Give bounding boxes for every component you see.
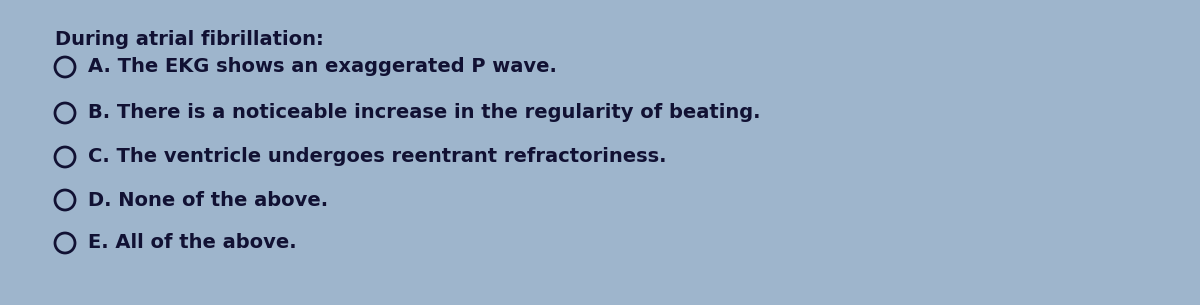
- Text: D. None of the above.: D. None of the above.: [88, 191, 328, 210]
- Text: C. The ventricle undergoes reentrant refractoriness.: C. The ventricle undergoes reentrant ref…: [88, 148, 666, 167]
- Text: During atrial fibrillation:: During atrial fibrillation:: [55, 30, 324, 49]
- Text: E. All of the above.: E. All of the above.: [88, 234, 296, 253]
- Text: A. The EKG shows an exaggerated P wave.: A. The EKG shows an exaggerated P wave.: [88, 58, 557, 77]
- Text: B. There is a noticeable increase in the regularity of beating.: B. There is a noticeable increase in the…: [88, 103, 761, 123]
